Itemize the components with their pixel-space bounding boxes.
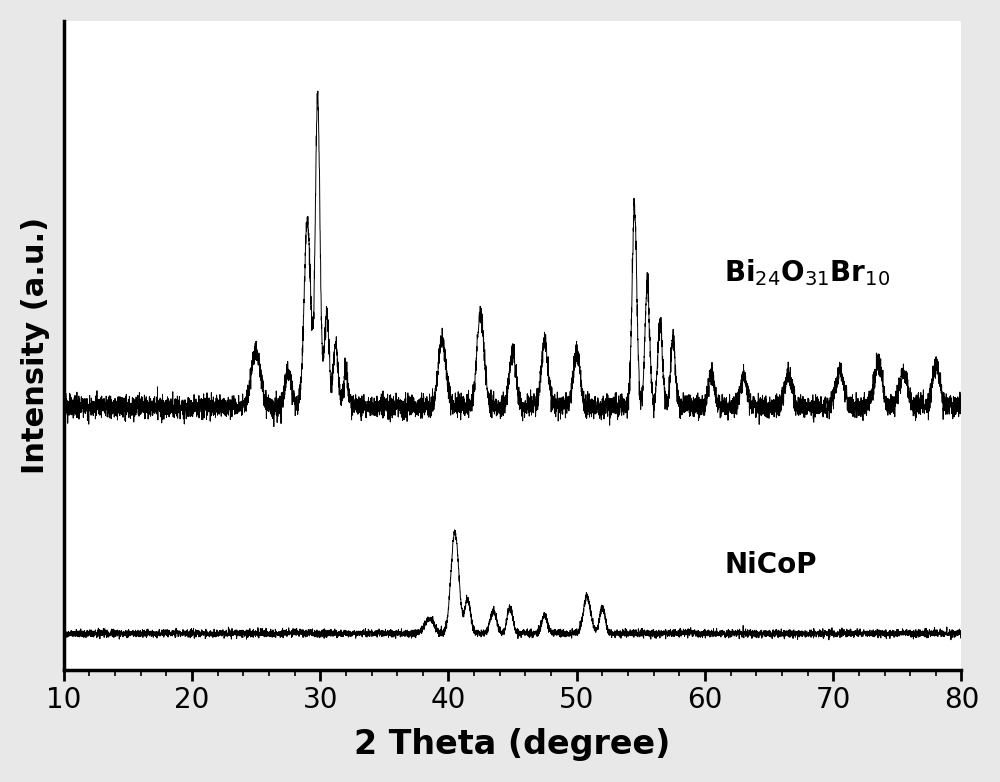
Y-axis label: Intensity (a.u.): Intensity (a.u.) <box>21 217 50 474</box>
Text: Bi$_{24}$O$_{31}$Br$_{10}$: Bi$_{24}$O$_{31}$Br$_{10}$ <box>724 257 891 288</box>
Text: NiCoP: NiCoP <box>724 551 817 579</box>
X-axis label: 2 Theta (degree): 2 Theta (degree) <box>354 728 671 761</box>
